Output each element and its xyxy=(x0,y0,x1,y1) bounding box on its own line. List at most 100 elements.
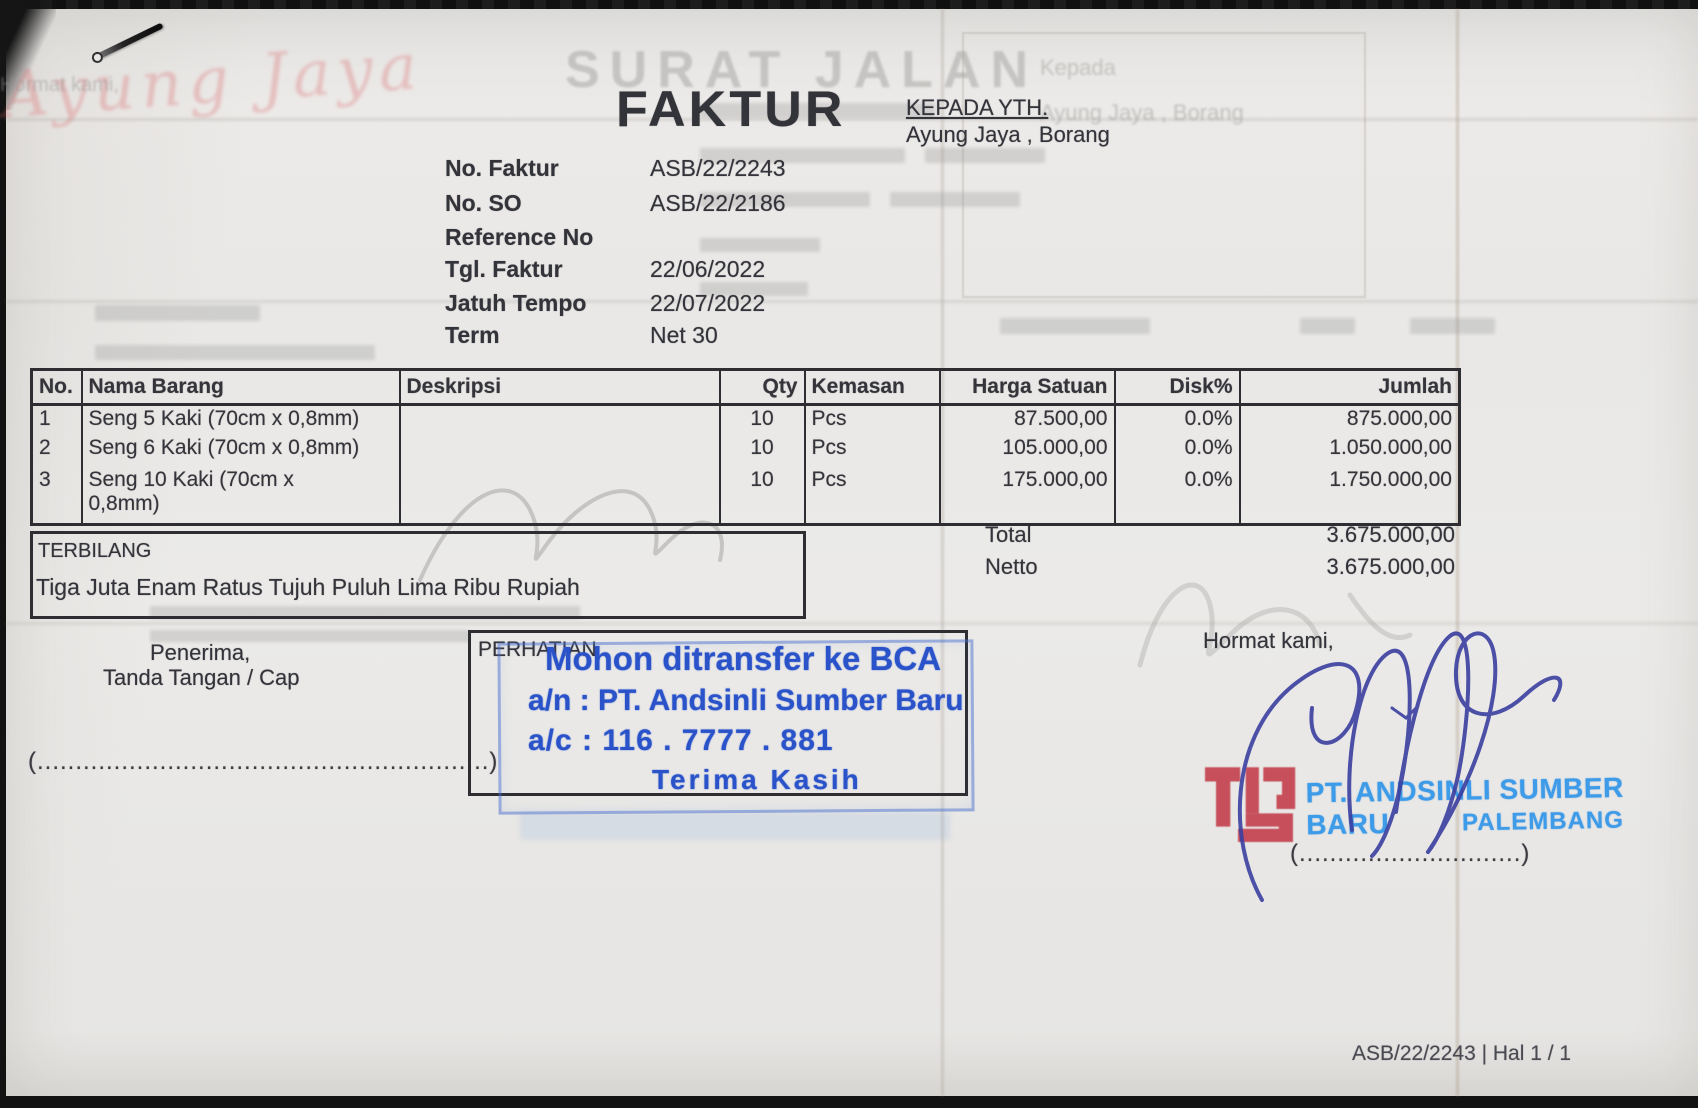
cell-jumlah: 1.750.000,00 xyxy=(1238,466,1461,525)
cell-disk: 0.0% xyxy=(1113,404,1241,435)
col-header-deskripsi: Deskripsi xyxy=(398,368,721,406)
col-header-no: No. xyxy=(30,368,83,406)
table-header-row: No. Nama Barang Deskripsi Qty Kemasan Ha… xyxy=(30,368,1461,406)
penerima-sublabel: Tanda Tangan / Cap xyxy=(103,665,300,690)
cell-nama: Seng 5 Kaki (70cm x 0,8mm) xyxy=(80,404,401,435)
meta-row: Reference No xyxy=(445,224,1005,254)
meta-label: No. SO xyxy=(445,190,522,216)
meta-value: ASB/22/2186 xyxy=(650,190,786,216)
ghost-kepada-box xyxy=(962,32,1366,298)
ghost-text-bar xyxy=(890,192,1020,207)
cell-jumlah: 1.050.000,00 xyxy=(1238,434,1461,467)
footer-page-info: ASB/22/2243 | Hal 1 / 1 xyxy=(1352,1042,1572,1065)
fold-crease xyxy=(941,9,944,1096)
cell-no: 3 xyxy=(30,466,83,525)
cell-no: 1 xyxy=(30,404,83,435)
cell-qty: 10 xyxy=(718,434,806,467)
cell-no: 2 xyxy=(30,434,83,467)
ghost-kepada-label: Kepada xyxy=(1040,55,1116,80)
fold-crease xyxy=(6,300,1698,303)
company-city-stamp: PALEMBANG xyxy=(1461,806,1625,837)
total-value: 3.675.000,00 xyxy=(1326,522,1455,547)
scan-edge-top xyxy=(0,0,1698,9)
scan-edge-left xyxy=(0,0,6,1108)
meta-label: Tgl. Faktur xyxy=(445,256,563,282)
stamp-line-thanks: Terima Kasih xyxy=(652,764,862,795)
cell-disk: 0.0% xyxy=(1113,434,1241,467)
kepada-value: Ayung Jaya , Borang xyxy=(906,122,1110,147)
col-header-kemasan: Kemasan xyxy=(803,368,941,406)
ghost-text-bar xyxy=(700,282,808,296)
perhatian-box xyxy=(468,630,968,796)
items-table: No. Nama Barang Deskripsi Qty Kemasan Ha… xyxy=(30,368,1461,526)
col-header-jumlah: Jumlah xyxy=(1238,368,1461,406)
hormat-kami-label: Hormat kami, xyxy=(1203,628,1334,653)
meta-value: 22/06/2022 xyxy=(650,256,766,282)
ghost-text-bar xyxy=(1000,318,1150,334)
total-label: Total xyxy=(985,522,1032,547)
ghost-text-bar xyxy=(700,103,935,118)
meta-value: Net 30 xyxy=(650,322,718,348)
cell-qty: 10 xyxy=(718,404,806,435)
scan-corner-shadow xyxy=(0,0,56,110)
ghost-kepada-value: Ayung Jaya , Borang xyxy=(1040,100,1244,125)
cell-disk: 0.0% xyxy=(1113,466,1241,525)
meta-value: 22/07/2022 xyxy=(650,290,766,316)
cell-deskripsi xyxy=(398,404,721,435)
fold-crease xyxy=(6,118,1698,121)
receiver-sign-line: (.......................................… xyxy=(28,748,499,775)
ghost-stamp-bleed xyxy=(520,812,950,840)
cell-jumlah: 875.000,00 xyxy=(1238,404,1461,435)
ghost-text-bar xyxy=(700,192,870,207)
ghost-text-bar xyxy=(1300,318,1355,334)
ghost-text-bar xyxy=(700,238,820,252)
ghost-text-bar xyxy=(150,630,470,642)
ghost-text-bar xyxy=(925,148,1045,163)
table-row: 1 Seng 5 Kaki (70cm x 0,8mm) 10 Pcs 87.5… xyxy=(30,404,1461,435)
meta-row: Tgl. Faktur 22/06/2022 xyxy=(445,256,1005,286)
ghost-hormat-text: Hormat kami, xyxy=(0,74,119,96)
signer-sign-line: (.............................) xyxy=(1290,840,1531,867)
col-header-qty: Qty xyxy=(718,368,806,406)
cell-kemasan: Pcs xyxy=(803,404,941,435)
scan-edge-bottom xyxy=(0,1096,1698,1108)
ghost-text-bar xyxy=(150,606,580,619)
ghost-text-bar xyxy=(95,305,260,321)
stamp-line-account-name: a/n : PT. Andsinli Sumber Baru xyxy=(528,684,964,717)
cell-qty: 10 xyxy=(718,466,806,525)
fold-crease xyxy=(6,622,1698,625)
cell-harga: 105.000,00 xyxy=(938,434,1116,467)
meta-label: No. Faktur xyxy=(445,155,559,181)
cell-nama: Seng 10 Kaki (70cm x 0,8mm) xyxy=(80,466,401,525)
paper-sheet xyxy=(6,9,1698,1096)
perhatian-label: PERHATIAN xyxy=(478,638,597,661)
terbilang-label: TERBILANG xyxy=(38,540,152,562)
ghost-text-bar xyxy=(1410,318,1495,334)
ghost-back-title: SURAT JALAN xyxy=(565,41,1039,99)
meta-label: Term xyxy=(445,322,500,348)
meta-label: Jatuh Tempo xyxy=(445,290,587,316)
doc-title: FAKTUR xyxy=(616,81,846,137)
terbilang-text: Tiga Juta Enam Ratus Tujuh Puluh Lima Ri… xyxy=(36,574,580,600)
penerima-label: Penerima, xyxy=(150,640,251,665)
meta-label: Reference No xyxy=(445,224,594,250)
meta-row: Jatuh Tempo 22/07/2022 xyxy=(445,290,1005,320)
cell-deskripsi xyxy=(398,434,721,467)
terbilang-box xyxy=(30,531,806,619)
kepada-label: KEPADA YTH. xyxy=(906,95,1049,120)
cell-nama: Seng 6 Kaki (70cm x 0,8mm) xyxy=(80,434,401,467)
cell-kemasan: Pcs xyxy=(803,434,941,467)
stamp-line-account-number: a/c : 116 . 7777 . 881 xyxy=(528,724,834,757)
netto-label: Netto xyxy=(985,554,1038,579)
cell-kemasan: Pcs xyxy=(803,466,941,525)
ghost-text-bar xyxy=(700,148,905,163)
meta-row: No. SO ASB/22/2186 xyxy=(445,190,1005,220)
cell-deskripsi xyxy=(398,466,721,525)
netto-value: 3.675.000,00 xyxy=(1326,554,1455,579)
col-header-disk: Disk% xyxy=(1113,368,1241,406)
meta-row: Term Net 30 xyxy=(445,322,1005,352)
table-row: 2 Seng 6 Kaki (70cm x 0,8mm) 10 Pcs 105.… xyxy=(30,434,1461,467)
cell-harga: 87.500,00 xyxy=(938,404,1116,435)
fold-crease xyxy=(1456,9,1459,1096)
